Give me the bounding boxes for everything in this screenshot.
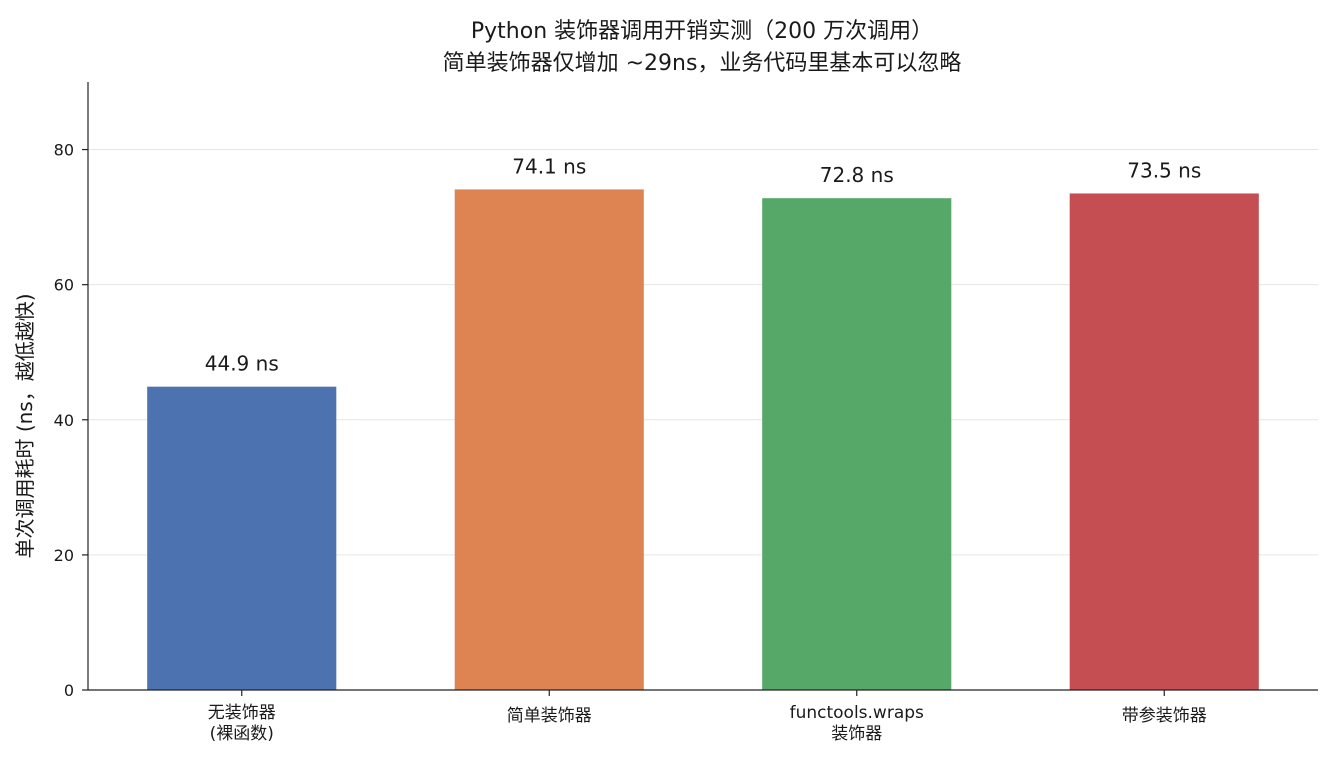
x-tick-label: 装饰器: [831, 724, 882, 744]
x-tick-label: functools.wraps: [790, 703, 924, 723]
y-axis-label: 单次调用耗时 (ns，越低越快): [13, 293, 37, 558]
bar: [1069, 193, 1259, 690]
bar: [454, 189, 644, 690]
x-tick-label: 简单装饰器: [507, 706, 592, 726]
y-ticks: 0 20 40 60 80: [54, 141, 88, 700]
bar-value-label: 72.8 ns: [820, 163, 894, 187]
bar-value-label: 44.9 ns: [205, 352, 279, 376]
bar-value-label: 74.1 ns: [512, 154, 586, 178]
data-labels: 44.9 ns 74.1 ns 72.8 ns 73.5 ns: [205, 154, 1201, 375]
bar: [147, 386, 337, 690]
y-tick-label: 60: [54, 276, 74, 295]
chart-title: Python 装饰器调用开销实测（200 万次调用） 简单装饰器仅增加 ~29n…: [443, 19, 962, 76]
axes: [87, 82, 1318, 691]
y-tick-label: 80: [54, 141, 74, 160]
bar-value-label: 73.5 ns: [1127, 158, 1201, 182]
x-tick-label: 无装饰器: [208, 703, 276, 723]
bar: [762, 198, 952, 690]
bars: [147, 189, 1259, 690]
x-tick-label: 带参装饰器: [1122, 706, 1207, 726]
chart-title-line-1: Python 装饰器调用开销实测（200 万次调用）: [471, 19, 933, 44]
y-tick-label: 40: [54, 411, 74, 430]
chart-title-line-2: 简单装饰器仅增加 ~29ns，业务代码里基本可以忽略: [443, 51, 962, 76]
y-tick-label: 0: [64, 681, 74, 700]
x-tick-label: (裸函数): [210, 724, 274, 744]
y-tick-label: 20: [54, 546, 74, 565]
